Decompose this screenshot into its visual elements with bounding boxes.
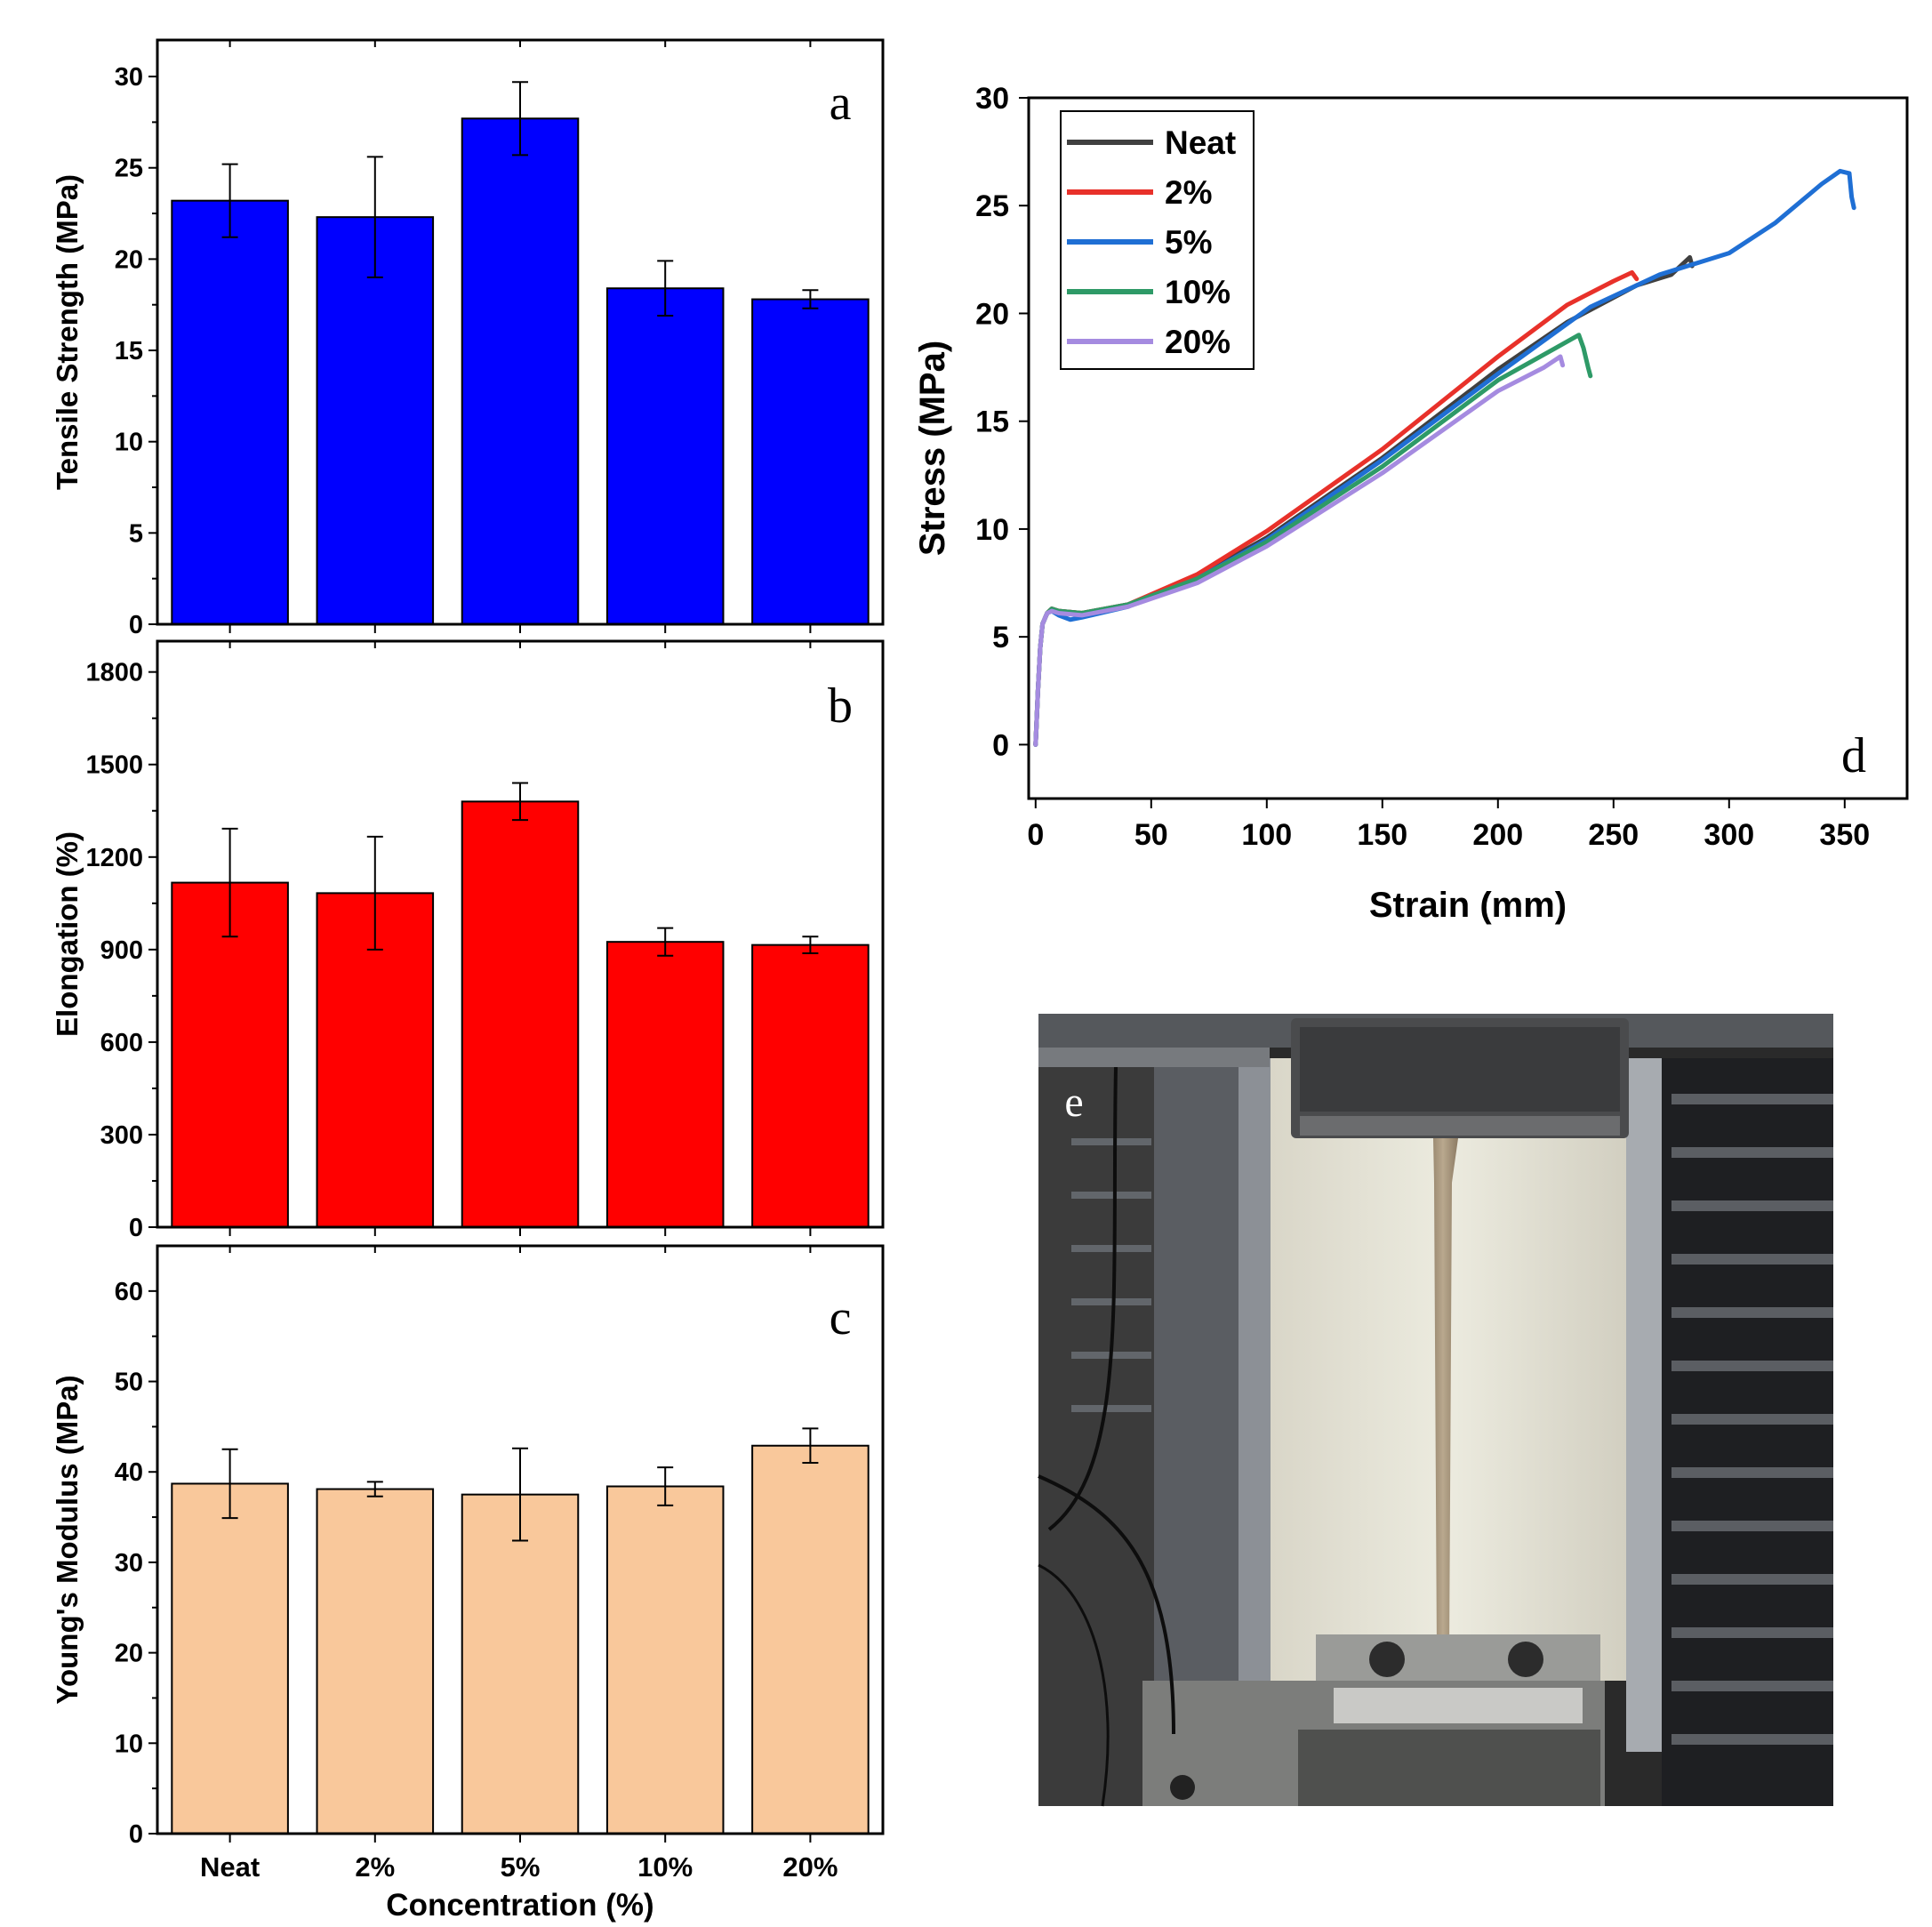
x-tick-label: 250: [1588, 818, 1639, 852]
bar-0: [171, 1482, 289, 1835]
legend-label-0: Neat: [1165, 124, 1236, 161]
panel-label-a: a: [830, 76, 852, 131]
y-tick-label: 20: [115, 245, 143, 274]
axes-frame: [1027, 96, 1909, 800]
y-tick-label: 0: [992, 728, 1009, 762]
x-axis-title: Strain (mm): [1369, 886, 1567, 925]
bar-3: [605, 1485, 725, 1835]
y-axis-title: Elongation (%): [51, 831, 84, 1037]
y-tick-label: 0: [129, 1820, 143, 1849]
y-axis-title: Stress (MPa): [913, 341, 952, 556]
y-tick-label: 300: [100, 1121, 143, 1150]
legend-label-4: 20%: [1165, 324, 1231, 360]
y-tick-label: 40: [115, 1458, 143, 1487]
y-tick-label: 1200: [85, 844, 143, 872]
y-tick-label: 10: [115, 429, 143, 457]
y-tick-label: 30: [115, 1549, 143, 1578]
y-tick-label: 5: [129, 519, 143, 548]
y-tick-label: 0: [129, 611, 143, 639]
ribbed-panel: [1671, 1094, 1833, 1745]
bar-0: [171, 881, 289, 1229]
bar-1: [316, 216, 435, 625]
bar-1: [316, 1488, 435, 1835]
legend: Neat 2% 5% 10% 20%: [1060, 110, 1255, 370]
panel-a-tensile-strength: 0 5 10 15 20 25 30 Tensile Strength (MPa): [51, 38, 885, 639]
panel-label-d: d: [1841, 728, 1866, 783]
x-tick-label: 100: [1241, 818, 1292, 852]
bar-2: [461, 1493, 580, 1835]
x-tick-label: 300: [1704, 818, 1754, 852]
panel-label-e: e: [1064, 1079, 1083, 1126]
x-tick-label: 2%: [355, 1851, 395, 1883]
legend-label-3: 10%: [1165, 274, 1231, 310]
y-tick-label: 10: [975, 513, 1009, 547]
y-tick-label: 15: [115, 337, 143, 365]
x-tick-label: 200: [1472, 818, 1523, 852]
y-tick-label: 5: [992, 621, 1009, 654]
bar-0: [171, 199, 289, 626]
y-tick-label: 600: [100, 1029, 143, 1057]
y-tick-label: 10: [115, 1730, 143, 1758]
panel-label-c: c: [830, 1290, 852, 1345]
y-tick-label: 50: [115, 1369, 143, 1397]
bar-4: [751, 298, 870, 625]
y-tick-label: 25: [115, 155, 143, 183]
y-axis-title: Tensile Strength (MPa): [51, 174, 84, 490]
bar-3: [605, 287, 725, 625]
legend-label-1: 2%: [1165, 174, 1212, 211]
y-tick-label: 15: [975, 405, 1009, 439]
x-tick-label: 350: [1819, 818, 1870, 852]
y-tick-label: 25: [975, 189, 1009, 223]
x-tick-label: 10%: [637, 1851, 693, 1883]
x-tick-label: 0: [1027, 818, 1044, 852]
y-tick-label: 900: [100, 936, 143, 965]
y-tick-label: 20: [975, 297, 1009, 331]
y-tick-label: 30: [115, 63, 143, 92]
panel-label-b: b: [828, 678, 853, 734]
panel-d-stress-strain: 0 50 100 150 200 250 300 350 0 5 10 15 20 25 30 Strain …: [913, 82, 1909, 925]
y-axis-title: Young's Modulus (MPa): [51, 1375, 84, 1704]
tensile-test-photo-icon: e: [1038, 1014, 1833, 1807]
panel-b-elongation: 0 300 600 900 1200 1500 1800 Elongation (%): [51, 639, 885, 1242]
series-line-3: [1033, 333, 1593, 747]
y-tick-label: 60: [115, 1278, 143, 1306]
y-tick-label: 1500: [85, 751, 143, 780]
y-tick-label: 1800: [85, 659, 143, 687]
bar-2: [461, 800, 580, 1229]
x-tick-label: 5%: [501, 1851, 541, 1883]
y-tick-label: 0: [129, 1214, 143, 1242]
x-tick-label: 20%: [782, 1851, 838, 1883]
y-tick-label: 20: [115, 1640, 143, 1668]
bar-4: [751, 943, 870, 1229]
x-tick-label: 150: [1357, 818, 1407, 852]
series-line-4: [1033, 354, 1566, 747]
x-tick-label: 50: [1134, 818, 1168, 852]
bar-3: [605, 941, 725, 1228]
y-tick-label: 30: [975, 82, 1009, 116]
x-tick-label: Neat: [200, 1851, 260, 1883]
bar-2: [461, 117, 580, 626]
panel-c-youngs-modulus: 0 10 20 30 40 50 60 Neat 2% 5% 10% 20% Young's Modul…: [51, 1244, 885, 1923]
legend-label-2: 5%: [1165, 224, 1212, 261]
x-axis-title: Concentration (%): [386, 1888, 653, 1923]
bar-4: [751, 1444, 870, 1835]
